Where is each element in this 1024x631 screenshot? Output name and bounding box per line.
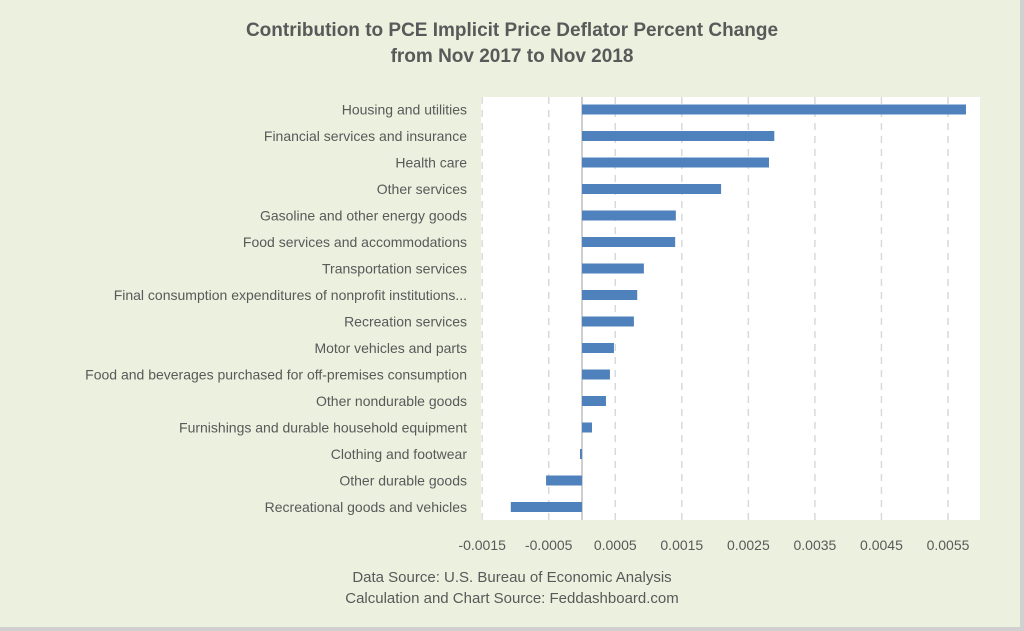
x-tick-label: 0.0035	[793, 537, 836, 553]
x-tick-labels: -0.0015 -0.0005 0.0005 0.0015 0.0025 0.0035 0.…	[458, 537, 969, 553]
category-label: Recreation services	[344, 314, 467, 330]
chart-subtitle: from Nov 2017 to Nov 2018	[390, 46, 634, 67]
x-tick-label: 0.0005	[594, 537, 637, 553]
x-tick-label: 0.0025	[727, 537, 770, 553]
bar	[582, 369, 610, 380]
x-tick-label: -0.0005	[525, 537, 573, 553]
category-label: Housing and utilities	[342, 102, 467, 118]
category-label: Other durable goods	[339, 473, 467, 489]
category-label: Other services	[377, 181, 467, 197]
category-label: Food and beverages purchased for off-pre…	[85, 367, 467, 383]
bar	[582, 131, 775, 141]
bars	[510, 104, 966, 512]
x-tick-label: 0.0015	[660, 537, 703, 553]
category-label: Final consumption expenditures of nonpro…	[114, 287, 467, 303]
bar	[582, 316, 634, 327]
bar	[582, 210, 676, 221]
chart-title-block: Contribution to PCE Implicit Price Defla…	[0, 18, 1024, 70]
category-label: Furnishings and durable household equipm…	[179, 420, 467, 436]
bar	[582, 263, 644, 274]
bar	[582, 157, 769, 168]
category-label: Food services and accommodations	[243, 234, 467, 250]
bar	[582, 343, 614, 353]
chart-title: Contribution to PCE Implicit Price Defla…	[245, 20, 779, 41]
category-label: Clothing and footwear	[331, 446, 468, 462]
category-label: Recreational goods and vehicles	[265, 499, 467, 515]
category-label: Financial services and insurance	[264, 128, 467, 144]
category-label: Transportation services	[322, 261, 467, 277]
category-label: Gasoline and other energy goods	[260, 208, 467, 224]
source-notes: Data Source: U.S. Bureau of Economic Ana…	[0, 567, 1024, 609]
bar	[582, 396, 606, 406]
chart-source-note: Calculation and Chart Source: Feddashboa…	[345, 590, 679, 607]
bar	[582, 237, 676, 247]
category-label: Motor vehicles and parts	[314, 340, 467, 356]
data-source-note: Data Source: U.S. Bureau of Economic Ana…	[352, 569, 672, 586]
bar	[582, 290, 638, 300]
bar	[546, 475, 582, 486]
bar	[580, 449, 582, 459]
x-tick-label: -0.0015	[458, 537, 506, 553]
category-labels: Housing and utilities Financial services …	[85, 102, 467, 516]
bar	[510, 502, 582, 512]
x-tick-label: 0.0045	[860, 537, 903, 553]
category-label: Other nondurable goods	[316, 393, 467, 409]
category-label: Health care	[395, 155, 467, 171]
x-tick-label: 0.0055	[927, 537, 970, 553]
bar	[582, 104, 966, 115]
bar	[582, 422, 592, 433]
bar	[582, 184, 722, 194]
